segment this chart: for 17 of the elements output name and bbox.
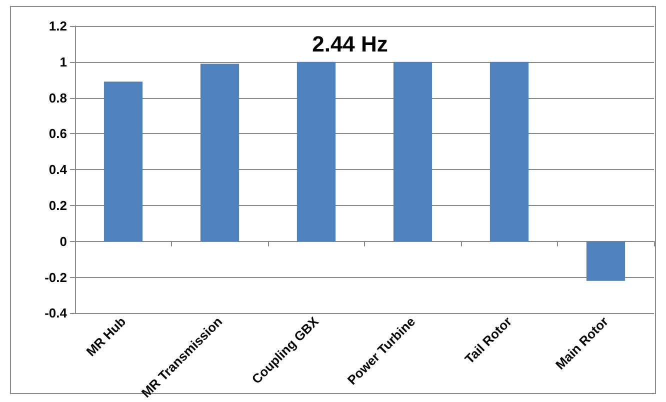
bar [200,64,240,242]
bar [393,62,432,242]
y-tick-label: 1 [60,54,67,70]
bar [586,241,626,281]
y-tick-label: 0 [60,234,67,249]
y-tick-label: 0.4 [48,162,68,178]
y-tick-label: 0.8 [48,90,67,106]
y-tick-label: 1.2 [48,18,67,34]
chart-title: 2.44 Hz [312,32,388,56]
y-tick-label: 0.2 [48,198,67,213]
bar [490,62,529,242]
bar [104,82,143,242]
x-tick-label: MR Hub [83,314,129,360]
bar [296,62,336,242]
y-tick-label: 0.6 [48,126,67,142]
y-tick-label: -0.2 [44,270,67,285]
y-tick-label: -0.4 [44,306,68,321]
